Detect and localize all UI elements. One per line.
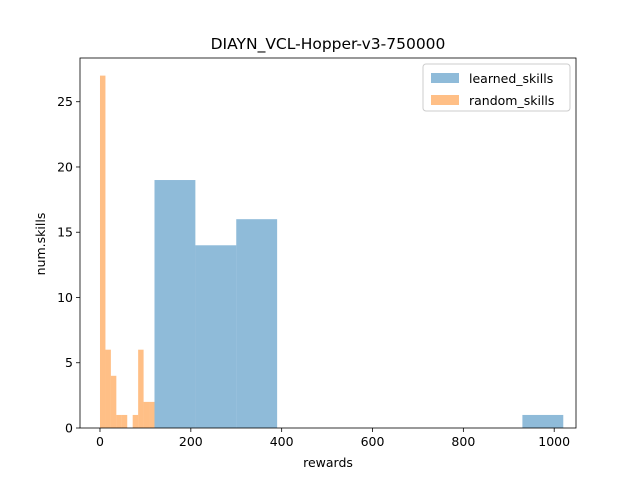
legend-label: learned_skills [469,71,553,86]
histogram-bar [236,219,278,428]
legend-swatch [431,95,459,105]
y-tick-label: 15 [57,225,73,240]
histogram-bar [154,180,196,428]
x-tick-label: 800 [451,434,475,449]
y-tick-label: 0 [65,421,73,436]
y-tick-label: 20 [57,159,73,174]
histogram-bar [138,349,144,428]
x-tick-label: 400 [270,434,294,449]
axes: 0 200 400 600 800 1000 0 5 10 15 20 25 [57,57,577,449]
histogram-bar [149,401,155,428]
histogram-bar [99,75,106,429]
y-tick-label: 25 [57,94,73,109]
legend-label: random_skills [469,93,554,108]
plot-frame [79,57,577,429]
x-tick-label: 600 [361,434,385,449]
y-tick-label: 10 [57,290,73,305]
x-tick-label: 200 [179,434,203,449]
legend-box [422,63,571,112]
series-random_skills [99,75,155,429]
histogram-bar [105,349,111,428]
x-axis-label: rewards [303,455,353,470]
plot-area [99,75,564,429]
histogram-bar [143,401,150,428]
y-tick-label: 5 [65,355,73,370]
series-learned_skills [154,180,564,428]
histogram-bar [195,245,237,428]
histogram-bar [110,375,117,428]
histogram-bar [132,414,139,428]
x-tick-label: 0 [96,434,104,449]
histogram-bar [121,414,128,428]
histogram-bar [522,414,564,428]
chart-title: DIAYN_VCL-Hopper-v3-750000 [211,35,446,54]
y-axis-label: num.skills [33,213,48,276]
histogram-bar [116,414,122,428]
x-tick-label: 1000 [538,434,570,449]
legend: learned_skills random_skills [422,63,571,112]
legend-swatch [431,73,459,83]
